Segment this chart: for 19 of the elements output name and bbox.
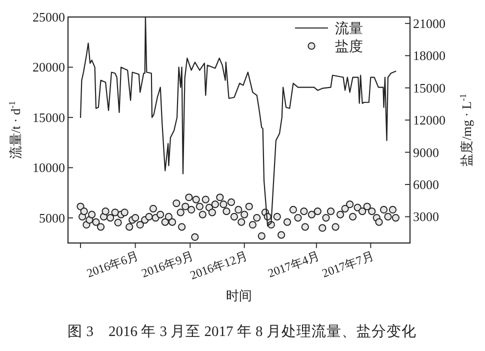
y2-tick-label: 18000	[413, 48, 446, 64]
legend-label: 盐度	[335, 39, 363, 55]
y2-tick-label: 3000	[413, 209, 439, 224]
y2-tick-label: 6000	[413, 176, 439, 192]
y-tick-label: 25000	[32, 10, 65, 24]
x-tick-label: 2017年7月	[320, 248, 376, 280]
y2-tick-label: 12000	[413, 112, 446, 128]
x-tick-label: 2016年6月	[84, 248, 140, 280]
y2-tick-label: 15000	[413, 80, 446, 96]
y-tick-label: 20000	[32, 60, 65, 75]
y-tick-label: 10000	[32, 160, 65, 176]
y-tick-label: 5000	[39, 210, 65, 226]
caption: 图 3 2016 年 3 月至 2017 年 8 月处理流量、盐分变化	[68, 323, 416, 340]
y2-tick-label: 21000	[413, 16, 446, 31]
legend-label: 流量	[335, 21, 363, 37]
y2-tick-label: 9000	[413, 144, 439, 160]
x-axis-title: 时间	[226, 288, 252, 303]
y-tick-label: 15000	[32, 110, 65, 125]
x-tick-label: 2017年4月	[266, 248, 322, 280]
